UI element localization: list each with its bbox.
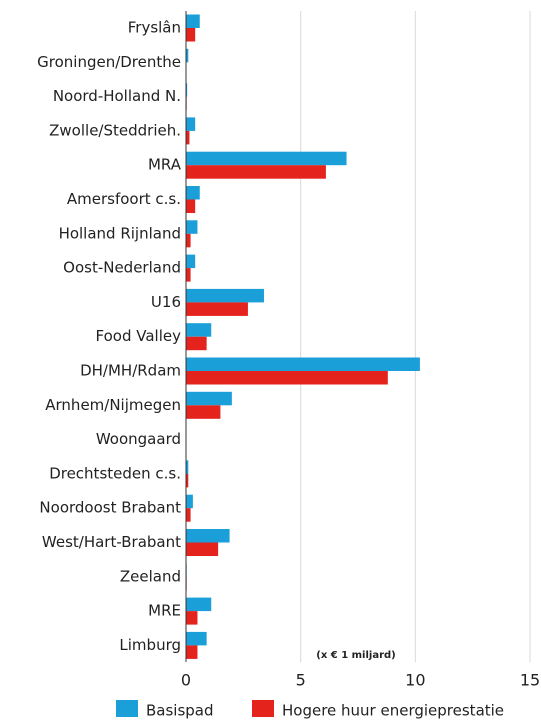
bar bbox=[186, 83, 188, 97]
bar bbox=[186, 494, 193, 509]
bar bbox=[186, 391, 232, 406]
bar bbox=[186, 508, 191, 522]
y-tick-label: Zwolle/Steddrieh. bbox=[49, 121, 181, 139]
legend-label: Hogere huur energieprestatie bbox=[282, 702, 504, 720]
bar bbox=[186, 631, 207, 646]
bar bbox=[186, 371, 388, 385]
y-tick-label: MRE bbox=[148, 602, 181, 620]
bar bbox=[186, 220, 198, 234]
bar bbox=[186, 302, 248, 316]
bar bbox=[186, 645, 198, 659]
bar bbox=[186, 473, 189, 488]
bar bbox=[186, 336, 207, 351]
y-tick-label: Food Valley bbox=[96, 327, 182, 345]
bar bbox=[186, 542, 219, 556]
y-tick-label: Limburg bbox=[119, 636, 181, 654]
y-tick-label: Drechtsteden c.s. bbox=[49, 464, 181, 482]
bar bbox=[186, 165, 326, 179]
y-tick-label: U16 bbox=[151, 293, 181, 311]
bar bbox=[186, 14, 200, 28]
bar bbox=[186, 597, 212, 612]
x-tick-label: 5 bbox=[296, 671, 306, 690]
x-tick-label: 0 bbox=[181, 671, 191, 690]
y-tick-label: Arnhem/Nijmegen bbox=[45, 396, 181, 414]
bar bbox=[186, 405, 221, 419]
bar bbox=[186, 460, 189, 474]
y-tick-label: West/Hart-Brabant bbox=[42, 533, 181, 551]
y-tick-label: Zeeland bbox=[120, 567, 181, 585]
y-tick-label: Amersfoort c.s. bbox=[67, 190, 181, 208]
x-tick-label: 15 bbox=[520, 671, 540, 690]
legend-label: Basispad bbox=[146, 702, 214, 720]
bar bbox=[186, 199, 196, 213]
bar bbox=[186, 268, 191, 282]
y-tick-label: MRA bbox=[148, 156, 182, 174]
bar bbox=[186, 288, 264, 303]
bar bbox=[186, 28, 196, 42]
y-tick-label: Woongaard bbox=[96, 430, 181, 448]
annotation: (x € 1 miljard) bbox=[316, 650, 396, 661]
bar bbox=[186, 611, 198, 625]
bar bbox=[186, 323, 212, 337]
x-tick-label: 10 bbox=[405, 671, 425, 690]
y-tick-label: Fryslân bbox=[128, 19, 181, 37]
y-tick-label: Groningen/Drenthe bbox=[37, 53, 181, 71]
y-tick-label: DH/MH/Rdam bbox=[80, 362, 181, 380]
bar bbox=[186, 254, 196, 269]
bar bbox=[186, 233, 191, 248]
bar bbox=[186, 186, 200, 200]
bar bbox=[186, 130, 190, 145]
legend-swatch bbox=[116, 700, 138, 717]
y-tick-label: Noordoost Brabant bbox=[39, 499, 181, 517]
bar bbox=[186, 151, 347, 166]
bar bbox=[186, 357, 420, 371]
legend-swatch bbox=[252, 700, 274, 717]
y-tick-label: Holland Rijnland bbox=[59, 224, 181, 242]
bar bbox=[186, 529, 230, 543]
y-tick-label: Oost-Nederland bbox=[63, 259, 181, 277]
y-tick-label: Noord-Holland N. bbox=[53, 87, 181, 105]
bar bbox=[186, 117, 196, 131]
bar bbox=[186, 48, 189, 63]
